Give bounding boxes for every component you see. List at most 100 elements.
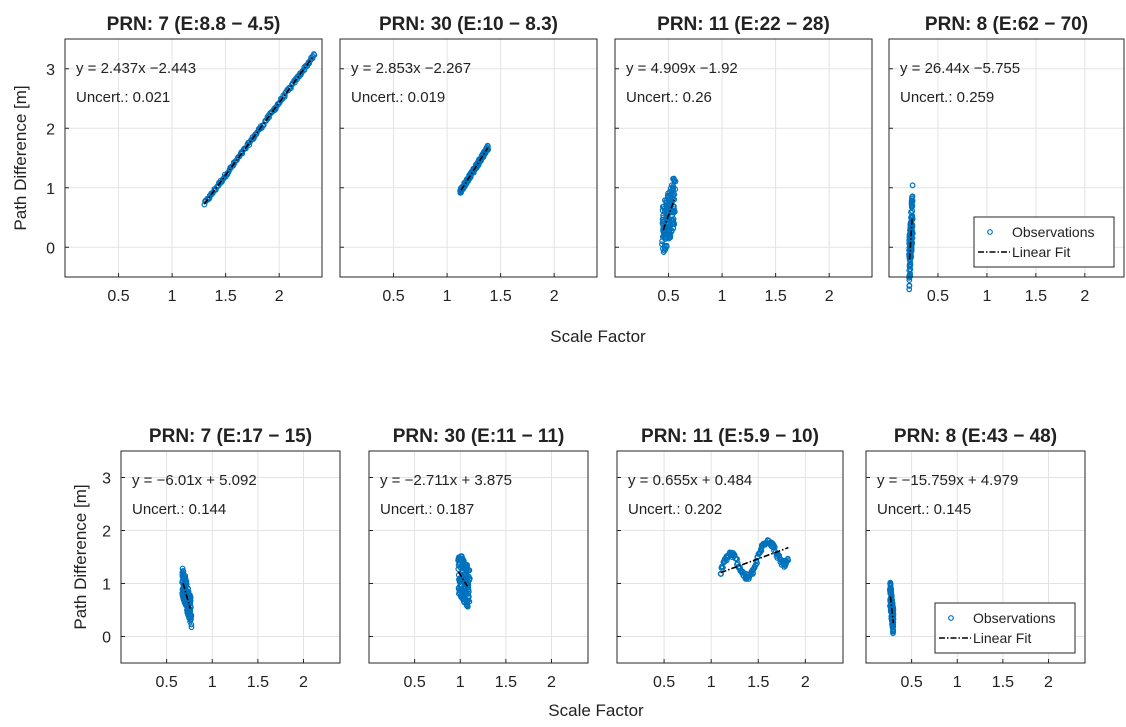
legend-observations-label: Observations: [1012, 224, 1094, 240]
x-tick-label: 2: [550, 288, 559, 305]
y-tick-label: 1: [102, 577, 111, 594]
observation-point: [188, 616, 194, 623]
observation-point: [182, 575, 189, 582]
observation-point: [907, 261, 914, 268]
observation-point: [311, 52, 318, 58]
observation-point: [187, 597, 194, 604]
axes-frame: [339, 38, 598, 278]
observation-point: [906, 283, 913, 289]
observation-point: [754, 560, 760, 566]
fit-equation: y = 4.909x −1.92: [626, 60, 738, 77]
x-tick-label: 1.5: [495, 674, 517, 691]
observation-point: [662, 246, 669, 253]
linear-fit-line: [662, 197, 676, 231]
subplot-8: 0.5 1 1.5 2 PRN: 8 (E:43 − 48) y = −15.759x +…: [865, 426, 1086, 691]
x-tick-label: 1: [982, 288, 991, 305]
linear-fit-line: [203, 55, 315, 205]
linear-fit-line: [457, 571, 469, 587]
x-tick-label: 0.5: [653, 674, 675, 691]
observation-point: [907, 251, 914, 258]
axes-frame: [888, 38, 1125, 278]
observation-point: [466, 575, 473, 582]
observations: [455, 553, 473, 610]
observation-point: [890, 610, 897, 617]
observation-point: [278, 97, 285, 103]
x-tick-label: 0.5: [901, 674, 923, 691]
observation-point: [183, 578, 190, 585]
observation-point: [907, 273, 914, 280]
x-tick-label: 1: [718, 288, 727, 305]
observation-point: [720, 564, 726, 571]
x-tick-label: 0.5: [107, 288, 129, 305]
subplot-7: 0.5 1 1.5 2 PRN: 11 (E:5.9 − 10) y = 0.655x +…: [616, 426, 844, 691]
subplot-4: 0.5 1 1.5 2 PRN: 8 (E:62 − 70) y = 26.44x −5.…: [888, 14, 1125, 305]
fit-equation: y = −15.759x + 4.979: [877, 472, 1018, 489]
x-tick-label: 1.5: [1025, 288, 1047, 305]
observation-point: [887, 579, 894, 586]
y-tick-label: 3: [102, 471, 111, 488]
observation-point: [890, 603, 896, 610]
legend-fit-label: Linear Fit: [973, 630, 1031, 646]
observation-point: [785, 557, 791, 564]
subplot-title: PRN: 30 (E:11 − 11): [393, 426, 565, 447]
observation-point: [909, 203, 916, 209]
observation-point: [671, 196, 678, 203]
legend-box: [973, 216, 1115, 268]
legend-observations-marker: [987, 229, 993, 235]
observation-point: [889, 597, 896, 604]
observation-point: [188, 612, 195, 619]
y-tick-label: 2: [46, 121, 55, 138]
subplot-1: 0.5 1 1.5 2 0 1 2 3 PRN: 7 (E:8.8 − 4.5) y = 2.43…: [46, 14, 323, 305]
observation-point: [185, 585, 191, 592]
observation-point: [909, 182, 916, 189]
fit-equation: y = 0.655x + 0.484: [628, 472, 752, 489]
observation-point: [758, 547, 765, 554]
axes-frame: [120, 450, 341, 664]
subplot-title: PRN: 7 (E:8.8 − 4.5): [107, 14, 281, 35]
y-axis-label: Path Difference [m]: [11, 85, 30, 230]
subplot-5: 0.5 1 1.5 2 0 1 2 3 PRN: 7 (E:17 − 15) y = −6.01x…: [102, 426, 341, 691]
x-tick-label: 1: [168, 288, 177, 305]
x-tick-label: 2: [825, 288, 834, 305]
observations: [717, 537, 791, 582]
observation-point: [908, 248, 915, 255]
subplot-3: 0.5 1 1.5 2 PRN: 11 (E:22 − 28) y = 4.909x −1…: [614, 14, 873, 305]
legend-box: [934, 602, 1076, 654]
observation-point: [672, 178, 679, 185]
y-tick-label: 1: [46, 181, 55, 198]
subplot-title: PRN: 8 (E:62 − 70): [925, 14, 1088, 35]
axes-frame: [368, 450, 589, 664]
observation-point: [182, 573, 189, 579]
x-tick-label: 1: [953, 674, 962, 691]
linear-fit-line: [460, 147, 489, 191]
observation-point: [466, 567, 473, 573]
legend: Observations Linear Fit: [934, 602, 1076, 654]
y-tick-label: 0: [102, 630, 111, 647]
fit-equation: y = 26.44x −5.755: [900, 60, 1020, 77]
fit-uncertainty: Uncert.: 0.144: [132, 501, 226, 518]
fit-equation: y = −2.711x + 3.875: [380, 472, 512, 489]
y-axis-label: Path Difference [m]: [71, 484, 90, 629]
observation-point: [734, 556, 740, 562]
observation-point: [906, 286, 913, 293]
x-tick-label: 1.5: [247, 674, 269, 691]
x-tick-label: 0.5: [404, 674, 426, 691]
y-tick-label: 3: [46, 62, 55, 79]
x-tick-label: 2: [1080, 288, 1089, 305]
fit-uncertainty: Uncert.: 0.26: [626, 89, 712, 106]
axes-frame: [865, 450, 1086, 664]
subplot-title: PRN: 11 (E:22 − 28): [657, 14, 830, 35]
fit-uncertainty: Uncert.: 0.021: [76, 89, 170, 106]
axes-frame: [614, 38, 873, 278]
subplot-2: 0.5 1 1.5 2 PRN: 30 (E:10 − 8.3) y = 2.853x −…: [339, 14, 598, 305]
observation-point: [908, 254, 914, 261]
fit-uncertainty: Uncert.: 0.187: [380, 501, 474, 518]
x-tick-label: 0.5: [927, 288, 949, 305]
fit-uncertainty: Uncert.: 0.259: [900, 89, 994, 106]
linear-fit-line: [720, 546, 789, 574]
observation-point: [464, 562, 471, 568]
observation-point: [663, 242, 670, 249]
observation-point: [672, 186, 679, 193]
observation-point: [466, 598, 473, 605]
